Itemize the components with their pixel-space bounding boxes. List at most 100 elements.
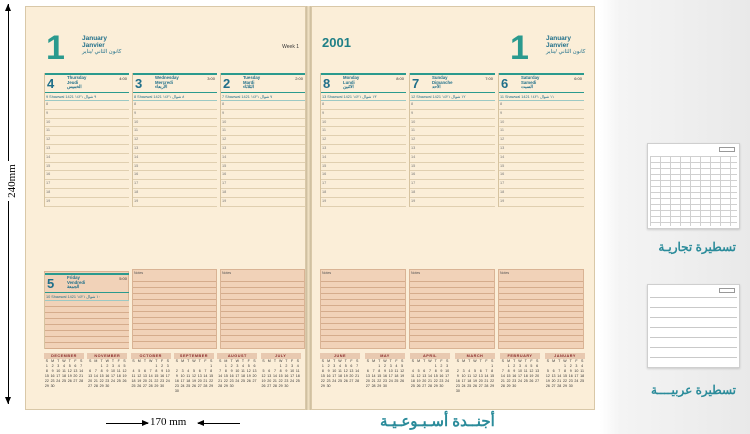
day-time: 4:00: [119, 76, 127, 81]
hour-line: 17: [410, 180, 495, 189]
day-name: Thursday Jeudi الخميس: [67, 75, 86, 90]
date-cell: 4: [395, 364, 398, 368]
date-cell: 11: [467, 374, 472, 378]
month-grid: S M T W T F S 1 2 3 4 5 6 7 8 9 10 11 12 13 14 15 16 17 18 19 20 21…: [320, 359, 360, 389]
hour-line: 18: [321, 189, 406, 198]
date-cell: 11: [241, 369, 245, 373]
date-cell: 29: [490, 384, 495, 388]
date-cell: 20: [422, 379, 427, 383]
hour-line: 12: [321, 136, 406, 145]
day-name-line: الخميس: [67, 84, 82, 90]
date-cell: 7: [80, 364, 83, 368]
weekday-letter: T: [285, 359, 288, 363]
left-month-fr: Janvier: [82, 42, 105, 49]
date-cell: 22: [562, 379, 567, 383]
date-cell: 21: [427, 379, 432, 383]
day-header: 6 Saturday Samedi السبت 6:00: [499, 73, 584, 93]
notes-rule: [321, 300, 405, 306]
sheet-tab: [719, 288, 735, 293]
day-number: 8: [323, 76, 331, 91]
date-cell: 22: [223, 379, 228, 383]
date-cell: 13: [551, 374, 556, 378]
weekday-letter: M: [552, 359, 556, 363]
weekday-letter: M: [417, 359, 421, 363]
date-cell: 28: [484, 384, 489, 388]
weekday-letter: S: [501, 359, 505, 363]
notes-rule: [410, 312, 494, 318]
day-number: 4: [47, 76, 55, 91]
weekday-letter: W: [428, 359, 432, 363]
day-name-line: Mercredi: [155, 79, 173, 85]
hour-line: 8: [221, 101, 305, 110]
date-cell: 4: [524, 364, 527, 368]
date-cell: 8: [378, 369, 381, 373]
date-cell: 25: [186, 384, 191, 388]
hour-line: 11: [133, 127, 217, 137]
date-cell: 2: [456, 369, 459, 373]
date-cell: 21: [93, 379, 98, 383]
notes-box: Notes: [409, 269, 495, 349]
date-cell: 26: [400, 379, 405, 383]
weekday-letter: W: [192, 359, 196, 363]
notes-rule: [133, 318, 216, 324]
date-cell: 9: [383, 369, 386, 373]
date-cell: 25: [337, 379, 342, 383]
date-cell: 18: [580, 374, 585, 378]
day-column: 2 Tuesday Mardi الثلاثاء 2:00 7 Shawwal 1421 …: [220, 73, 305, 207]
weekday-letter: F: [160, 359, 164, 363]
hijri-date: 9 Shawwal 1421 ٩ شوال ١٤٢١: [45, 93, 129, 101]
notes-label: Notes: [134, 271, 144, 275]
date-cell: 17: [461, 379, 466, 383]
date-cell: 5: [546, 369, 549, 373]
day-header: 7 Sunday Dimanche الأحد 7:00: [410, 73, 495, 93]
weekday-letter: F: [440, 359, 443, 363]
date-cell: 15: [506, 374, 511, 378]
notes-rule: [321, 330, 405, 336]
date-cell: 29: [278, 384, 283, 388]
notes-rule: [410, 300, 494, 306]
notes-rule: [499, 300, 583, 306]
date-cell: 8: [45, 369, 48, 373]
month-name: JANUARY: [545, 353, 585, 359]
date-cell: 16: [284, 374, 289, 378]
date-cell: 25: [410, 384, 415, 388]
hour-line: 8: [321, 101, 406, 110]
weekday-letter: W: [473, 359, 477, 363]
date-cell: 25: [131, 384, 136, 388]
date-cell: 14: [93, 374, 98, 378]
width-dimension-label: 170 mm: [150, 416, 187, 428]
hour-line: 19: [133, 198, 217, 207]
weekday-letter: F: [575, 359, 578, 363]
hijri-date: 8 Shawwal 1421 ٨ شوال ١٤٢١: [133, 93, 217, 101]
date-cell: 18: [410, 379, 415, 383]
notes-rule: [410, 306, 494, 312]
notes-rule: [221, 312, 304, 318]
date-cell: 1: [434, 364, 437, 368]
hour-line: 18: [499, 189, 584, 198]
date-cell: 18: [241, 374, 246, 378]
day-number: 5: [47, 276, 55, 291]
hour-line: 8: [410, 101, 495, 110]
hour-line: 14: [221, 154, 305, 163]
notes-rule: [321, 312, 405, 318]
hour-line: 13: [133, 145, 217, 154]
month-grid: S M T W T F S 1 2 3 4 5 6 7 8 9 10 11 12 13 14 15 16 17 18 19 20 21…: [410, 359, 450, 389]
date-cell: 30: [439, 384, 444, 388]
date-cell: 16: [326, 374, 331, 378]
weekday-letter: S: [546, 359, 550, 363]
date-cell: 29: [209, 384, 214, 388]
weekday-letter: T: [273, 359, 277, 363]
weekday-letter: T: [241, 359, 245, 363]
date-cell: 7: [94, 369, 97, 373]
notes-rule: [499, 336, 583, 342]
weekday-letter: W: [383, 359, 387, 363]
date-cell: 20: [551, 379, 556, 383]
notes-rule: [45, 325, 129, 331]
hour-line: 10: [45, 119, 129, 128]
date-cell: 27: [267, 384, 272, 388]
date-cell: 2: [51, 364, 54, 368]
date-cell: 1: [210, 364, 213, 368]
hour-line: 10: [221, 119, 305, 128]
notes-rule: [321, 306, 405, 312]
date-cell: 19: [67, 374, 72, 378]
